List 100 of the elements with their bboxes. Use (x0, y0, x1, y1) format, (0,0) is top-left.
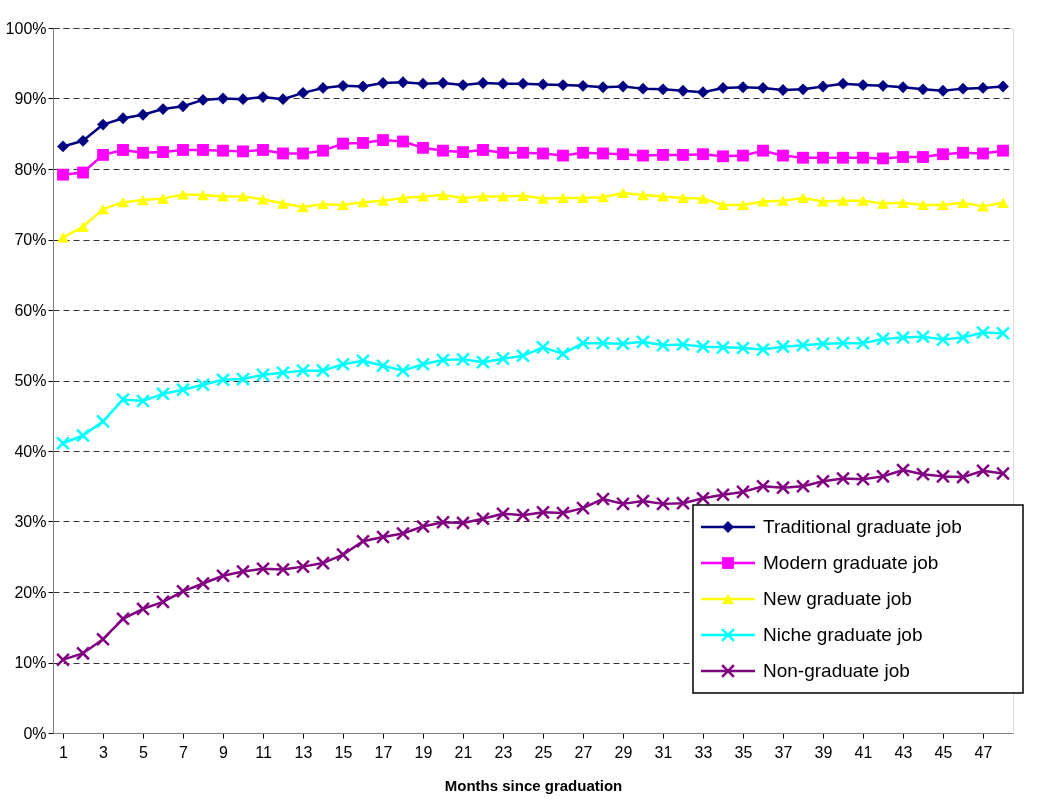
point (197, 93, 209, 106)
y-tick-label: 80% (14, 160, 47, 178)
point (657, 191, 669, 202)
point (895, 462, 911, 478)
point (617, 187, 629, 199)
point (535, 340, 551, 355)
point (55, 652, 71, 667)
point (77, 134, 89, 147)
point (917, 151, 929, 163)
point (397, 76, 409, 89)
point (657, 83, 669, 96)
x-tick-label: 37 (774, 743, 793, 761)
y-tick-label: 100% (5, 19, 47, 37)
legend-label: Traditional graduate job (763, 516, 962, 537)
point (977, 147, 989, 160)
legend-label: Niche graduate job (763, 624, 923, 645)
point (237, 191, 249, 202)
point (675, 337, 691, 352)
point (615, 496, 631, 512)
point (155, 386, 171, 402)
point (295, 559, 311, 574)
point (537, 193, 549, 204)
point (477, 144, 489, 156)
point (897, 81, 909, 94)
x-tick-label: 33 (694, 743, 713, 761)
point (875, 469, 891, 484)
point (635, 334, 651, 349)
y-tick-label: 20% (14, 583, 47, 601)
point (197, 144, 209, 156)
x-tick-label: 23 (494, 743, 513, 761)
point (137, 194, 149, 206)
x-tick-label: 3 (99, 743, 109, 761)
y-tick-label: 90% (14, 90, 47, 107)
x-tick-label: 39 (814, 743, 833, 761)
point (557, 149, 569, 162)
x-tick-label: 7 (179, 743, 189, 761)
y-tick-label: 50% (14, 372, 47, 389)
point (115, 611, 131, 626)
x-tick-label: 13 (294, 743, 313, 761)
point (357, 137, 369, 149)
point (917, 83, 929, 96)
x-tick-label: 27 (574, 743, 593, 761)
point (237, 93, 249, 106)
point (757, 196, 769, 207)
point (537, 147, 549, 160)
point (697, 86, 709, 99)
point (377, 195, 389, 206)
point (335, 357, 351, 372)
legend-label: New graduate job (763, 588, 912, 609)
point (355, 534, 371, 549)
point (937, 199, 949, 211)
point (795, 338, 811, 353)
point (95, 632, 111, 647)
point (937, 148, 949, 161)
point (515, 348, 531, 363)
point (277, 147, 289, 160)
point (817, 151, 829, 164)
y-tick-label: 30% (14, 513, 47, 530)
point (777, 149, 789, 162)
point (557, 192, 569, 204)
point (837, 195, 849, 206)
point (497, 191, 509, 202)
point (517, 146, 529, 159)
point (137, 108, 149, 121)
point (115, 392, 131, 407)
point (695, 491, 711, 506)
point (135, 393, 151, 409)
point (657, 148, 669, 161)
point (317, 199, 329, 210)
point (277, 198, 289, 209)
point (735, 340, 751, 356)
x-tick-label: 25 (534, 743, 553, 761)
point (997, 197, 1009, 208)
point (857, 79, 869, 92)
point (117, 197, 129, 208)
point (97, 148, 109, 161)
x-tick-label: 11 (255, 743, 272, 761)
point (255, 561, 271, 576)
point (775, 480, 791, 495)
point (895, 330, 911, 345)
y-tick-label: 70% (14, 231, 47, 248)
point (397, 192, 409, 204)
point (737, 199, 749, 211)
point (297, 201, 309, 213)
point (175, 382, 191, 397)
point (917, 199, 929, 211)
point (877, 79, 889, 92)
point (157, 193, 169, 204)
point (117, 144, 129, 156)
point (217, 92, 229, 105)
y-tick-label: 10% (14, 654, 47, 671)
point (435, 515, 451, 530)
x-tick-label: 1 (59, 743, 69, 761)
point (217, 144, 229, 157)
point (97, 204, 109, 215)
point (455, 352, 471, 367)
point (877, 152, 889, 165)
point (797, 151, 809, 164)
point (737, 149, 749, 162)
point (715, 340, 731, 355)
